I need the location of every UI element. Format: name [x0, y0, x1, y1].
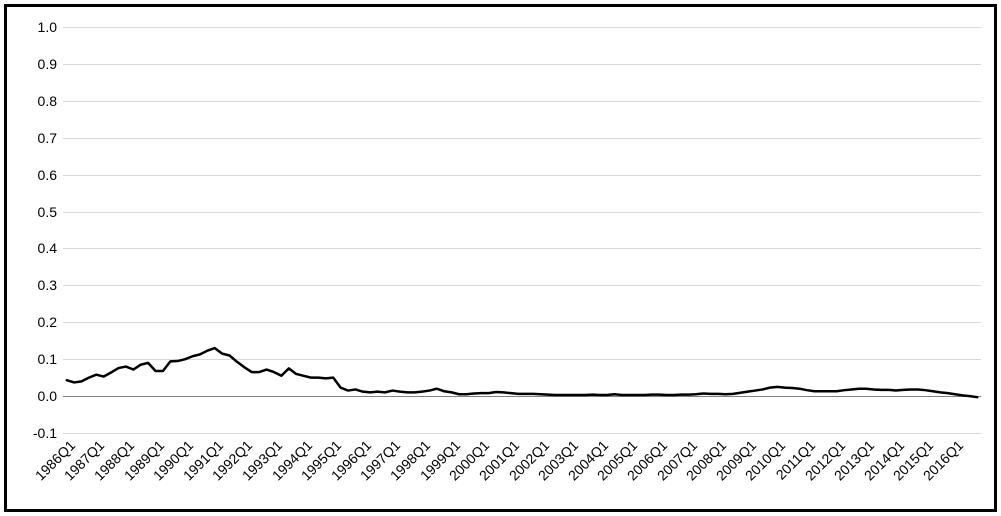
- y-tick-label: 0.1: [13, 351, 57, 367]
- y-tick-label: 0.0: [13, 388, 57, 404]
- y-tick-label: 1.0: [13, 19, 57, 35]
- y-tick-label: 0.4: [13, 240, 57, 256]
- y-tick-label: 0.7: [13, 130, 57, 146]
- plot-region: [63, 27, 981, 433]
- line-series-svg: [63, 27, 981, 433]
- gridline: [63, 433, 981, 434]
- chart-frame: -0.10.00.10.20.30.40.50.60.70.80.91.0 19…: [4, 4, 997, 512]
- y-tick-label: 0.2: [13, 314, 57, 330]
- y-tick-label: 0.8: [13, 93, 57, 109]
- y-tick-label: -0.1: [13, 425, 57, 441]
- chart-plot-area: [63, 27, 981, 433]
- series-line: [67, 348, 978, 397]
- y-tick-label: 0.5: [13, 204, 57, 220]
- y-tick-label: 0.9: [13, 56, 57, 72]
- y-tick-label: 0.6: [13, 167, 57, 183]
- y-tick-label: 0.3: [13, 277, 57, 293]
